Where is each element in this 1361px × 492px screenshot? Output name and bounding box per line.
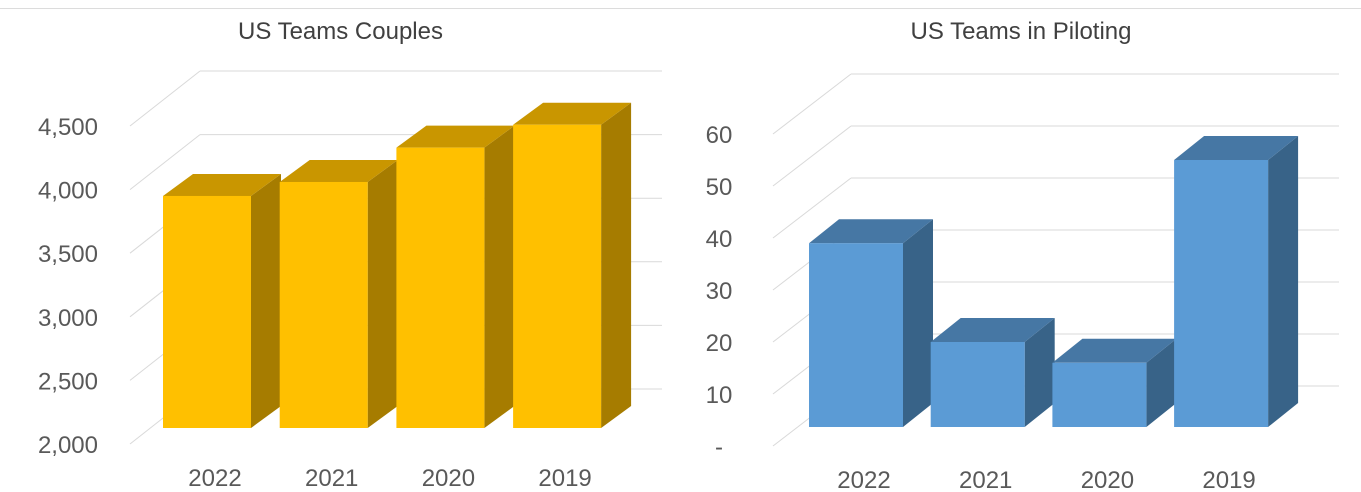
bar-2020: [396, 125, 515, 429]
bar-front-face: [930, 342, 1025, 427]
bar-side-face: [903, 219, 933, 427]
x-tick-label: 2022: [837, 467, 890, 492]
bar-front-face: [396, 147, 485, 428]
chart-title-couples: US Teams Couples: [238, 18, 443, 45]
y-tick-label: 2,000: [38, 432, 98, 459]
x-tick-label: 2019: [538, 465, 591, 492]
bar-top-face: [1052, 338, 1177, 363]
y-tick-label: 60: [706, 122, 733, 149]
gridline-diagonal: [129, 134, 201, 190]
panel-top-border: [0, 8, 681, 9]
bar-top-face: [163, 173, 281, 196]
y-tick-label: 2,500: [38, 368, 98, 395]
gridline-diagonal: [772, 177, 852, 239]
y-tick-label: 4,000: [38, 178, 98, 205]
bar-top-face: [279, 159, 398, 182]
bar-2022: [163, 173, 281, 428]
bar-front-face: [1174, 160, 1269, 427]
bar-chart-piloting: - 10 20 30 40 50 60 2022 2021 2020 2019: [706, 73, 1339, 492]
y-tick-label: 50: [706, 174, 733, 201]
bar-side-face: [601, 102, 632, 428]
bar-2021: [930, 318, 1055, 427]
y-tick-label: 3,500: [38, 241, 98, 268]
x-tick-label: 2020: [422, 465, 475, 492]
bar-2019: [513, 102, 632, 428]
bar-top-face: [930, 318, 1055, 342]
bar-side-face: [251, 173, 281, 428]
y-tick-label: 20: [706, 330, 733, 357]
bar-top-face: [513, 102, 632, 125]
bar-2022: [809, 219, 933, 427]
x-tick-label: 2020: [1081, 467, 1134, 492]
bar-2021: [279, 159, 398, 428]
bar-front-face: [279, 181, 368, 428]
bar-chart-couples: 2,000 2,500 3,000 3,500 4,000 4,500 2022 2021 20…: [38, 70, 662, 492]
x-tick-label: 2019: [1202, 467, 1255, 492]
x-tick-label: 2022: [188, 465, 241, 492]
y-tick-label: 3,000: [38, 305, 98, 332]
chart-panel-couples: US Teams Couples 2,000 2,500 3,000 3,500 4,0…: [0, 8, 681, 492]
y-tick-label: 40: [706, 226, 733, 253]
y-tick-label: -: [715, 434, 723, 461]
bar-top-face: [809, 219, 933, 244]
bar-side-face: [367, 159, 398, 428]
bar-front-face: [1052, 362, 1147, 427]
gridline-diagonal: [772, 125, 852, 187]
chart-title-piloting: US Teams in Piloting: [910, 18, 1132, 45]
y-tick-label: 30: [706, 278, 733, 305]
bar-top-face: [1174, 136, 1299, 160]
bar-side-face: [484, 125, 515, 429]
bar-front-face: [163, 195, 251, 428]
bar-front-face: [809, 243, 903, 427]
gridline-diagonal: [772, 73, 852, 135]
x-tick-label: 2021: [305, 465, 358, 492]
chart-panel-piloting: US Teams in Piloting - 10 20 30 40 50 60 2022 20…: [681, 0, 1361, 492]
bar-side-face: [1268, 136, 1299, 427]
bar-side-face: [1146, 338, 1177, 427]
bar-side-face: [1024, 318, 1055, 427]
y-tick-label: 4,500: [38, 114, 98, 141]
panel-top-border: [681, 8, 1361, 9]
bar-front-face: [513, 124, 602, 428]
bar-2019: [1174, 136, 1299, 427]
bar-top-face: [396, 125, 515, 148]
y-tick-label: 10: [706, 382, 733, 409]
gridline-diagonal: [129, 70, 201, 127]
bar-2020: [1052, 338, 1177, 427]
x-tick-label: 2021: [959, 467, 1012, 492]
